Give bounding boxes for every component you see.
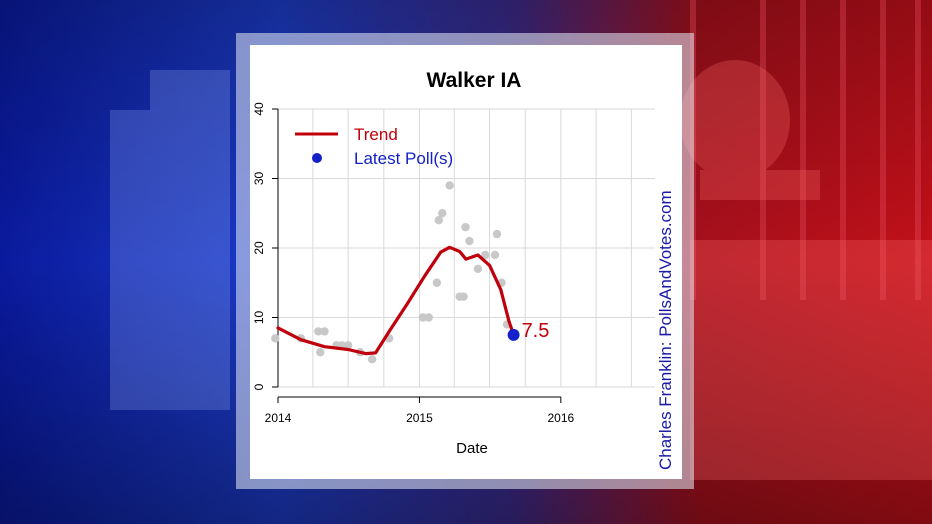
legend-latest-label: Latest Poll(s) (354, 149, 453, 168)
chart-title: Walker IA (427, 69, 522, 92)
poll-point (461, 222, 470, 232)
x-axis-label: Date (456, 440, 488, 457)
poll-point (490, 250, 500, 260)
trend-chart: Walker IA 0 10 20 30 40 2014 2015 2016 7.5 Tre… (252, 69, 675, 470)
credit-text: Charles Franklin: PollsAndVotes.com (656, 190, 675, 470)
x-axis: 2014 2015 2016 (265, 396, 575, 425)
poll-point (459, 292, 468, 301)
x-tick-label: 2014 (265, 411, 292, 425)
poll-point (434, 216, 443, 225)
poll-point (316, 348, 325, 357)
y-tick-label: 30 (252, 172, 266, 186)
y-tick-label: 20 (252, 241, 266, 255)
poll-point (481, 250, 490, 260)
poll-point (314, 327, 323, 336)
x-tick-label: 2015 (406, 411, 433, 425)
poll-point (492, 229, 502, 239)
legend-latest-swatch (312, 153, 322, 163)
chart-card: Walker IA 0 10 20 30 40 2014 2015 2016 7.5 Tre… (250, 45, 682, 479)
legend-trend-label: Trend (354, 125, 398, 144)
y-tick-label: 40 (252, 102, 266, 116)
latest-poll-points (507, 328, 520, 341)
y-axis: 0 10 20 30 40 (252, 102, 279, 390)
poll-point (473, 264, 483, 274)
latest-value-label: 7.5 (522, 320, 550, 342)
poll-point (432, 278, 442, 287)
poll-point (367, 355, 377, 364)
poll-point (271, 334, 280, 343)
latest-poll-point (507, 328, 520, 341)
poll-point (418, 313, 428, 322)
poll-point (320, 327, 329, 336)
poll-point (424, 313, 433, 322)
trend-line (276, 245, 516, 356)
poll-point (465, 236, 474, 246)
poll-points (271, 181, 512, 364)
poll-point (438, 209, 447, 218)
x-tick-label: 2016 (547, 411, 574, 425)
legend: Trend Latest Poll(s) (295, 125, 453, 168)
poll-point (445, 181, 454, 190)
y-tick-label: 10 (252, 311, 266, 325)
poll-point (343, 341, 353, 350)
y-tick-label: 0 (252, 383, 266, 390)
